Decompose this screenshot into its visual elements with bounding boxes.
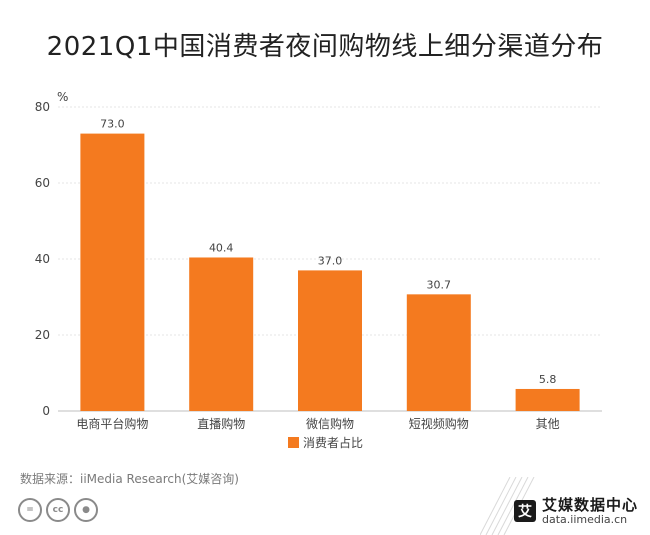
x-tick-label: 短视频购物 (409, 416, 469, 431)
x-tick-label: 电商平台购物 (76, 416, 148, 431)
y-tick-label: 80 (35, 100, 50, 114)
data-label: 5.8 (539, 373, 557, 386)
data-label: 30.7 (427, 278, 452, 291)
y-tick-label: 0 (42, 404, 50, 418)
brand-mark-icon: 艾 (513, 500, 536, 523)
person-icon: ● (74, 498, 98, 522)
y-tick-label: 20 (35, 328, 50, 342)
data-source: 数据来源：iiMedia Research(艾媒咨询) (20, 472, 239, 486)
legend-label: 消费者占比 (303, 435, 363, 450)
x-tick-label: 其他 (536, 417, 560, 431)
brand-url: data.iimedia.cn (541, 512, 628, 526)
data-label: 73.0 (100, 118, 125, 131)
bar (515, 388, 580, 411)
x-tick-label: 直播购物 (197, 416, 245, 431)
data-label: 37.0 (318, 254, 343, 267)
cc-icon: cc (46, 498, 70, 522)
bar (80, 133, 145, 411)
bar (298, 270, 362, 411)
x-tick-label: 微信购物 (306, 416, 354, 431)
legend-swatch (288, 437, 299, 448)
data-label: 40.4 (209, 241, 234, 254)
y-tick-label: 40 (35, 252, 50, 266)
license-icons: = cc ● (18, 498, 98, 522)
bar-chart: 0 20 40 60 80% 73.0 电商平台购物 40.4 直播购物 37.0 微信购物 30.7… (35, 90, 602, 450)
y-axis-unit: % (57, 90, 68, 104)
brand-logo: 艾 艾媒数据中心 data.iimedia.cn (513, 496, 638, 526)
y-tick-label: 60 (35, 176, 50, 190)
equals-icon: = (18, 498, 42, 522)
bar (189, 257, 254, 411)
chart-title: 2021Q1中国消费者夜间购物线上细分渠道分布 (46, 32, 604, 62)
brand-name: 艾媒数据中心 (541, 496, 638, 514)
bar (406, 294, 471, 411)
